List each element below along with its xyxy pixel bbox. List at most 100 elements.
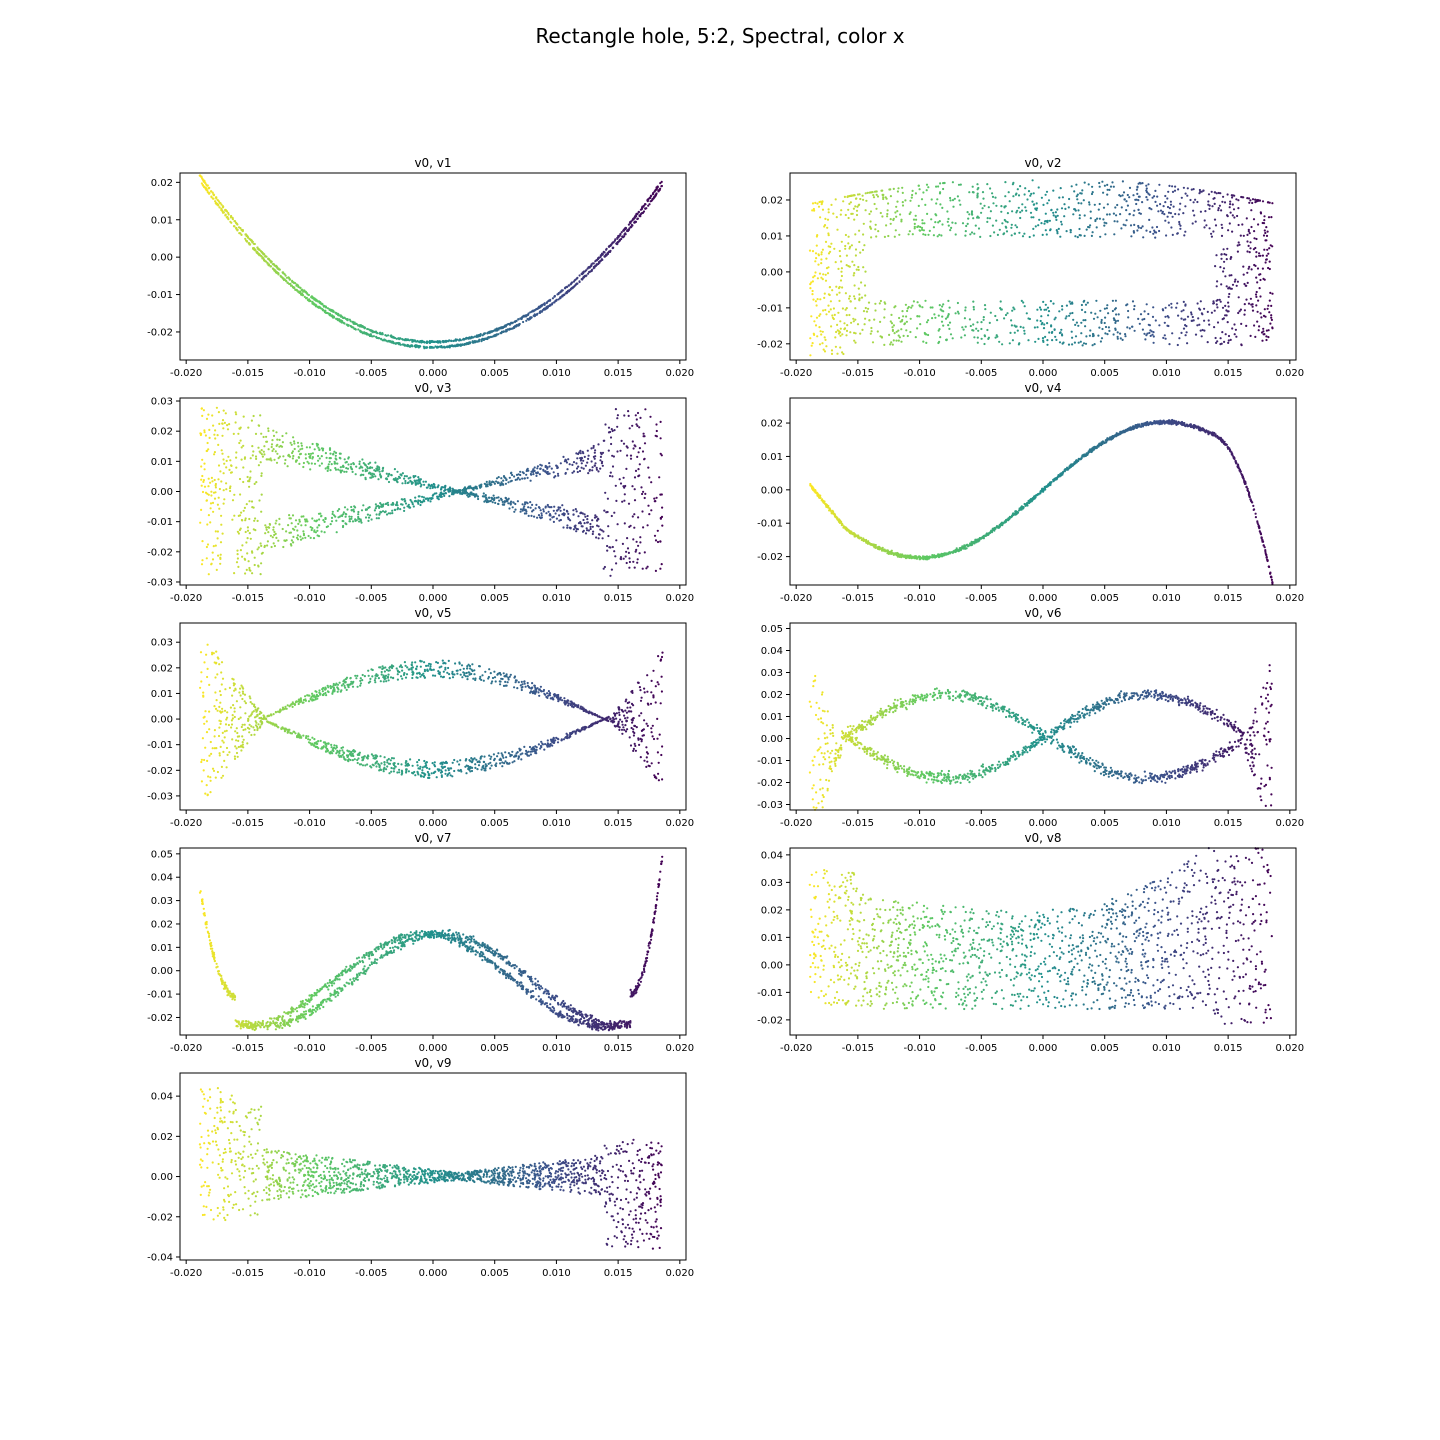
scatter-point (896, 210, 899, 213)
scatter-point (917, 184, 920, 187)
scatter-point (584, 515, 587, 518)
scatter-point (861, 248, 865, 252)
scatter-point (553, 295, 556, 298)
scatter-point (1123, 198, 1126, 201)
scatter-point (482, 338, 485, 341)
scatter-point (1220, 234, 1224, 237)
scatter-point (254, 455, 258, 458)
scatter-point (947, 314, 950, 317)
scatter-point (219, 553, 222, 556)
scatter-point (839, 255, 842, 258)
scatter-point (1225, 309, 1228, 312)
scatter-point (274, 269, 277, 273)
scatter-point (368, 466, 371, 469)
scatter-point (412, 505, 415, 508)
scatter-point (1221, 226, 1224, 229)
scatter-point (1011, 309, 1014, 312)
scatter-point (309, 536, 312, 540)
scatter-point (636, 558, 639, 561)
scatter-point (402, 343, 405, 346)
scatter-point (614, 484, 617, 487)
scatter-point (405, 475, 408, 478)
scatter-point (820, 258, 823, 261)
scatter-point (1236, 280, 1239, 283)
scatter-point (844, 292, 848, 295)
scatter-point (629, 454, 633, 457)
scatter-point (1119, 213, 1122, 216)
scatter-point (260, 544, 263, 548)
scatter-point (434, 486, 437, 489)
scatter-point (282, 545, 285, 549)
scatter-point (511, 506, 514, 509)
scatter-point (908, 212, 911, 216)
scatter-point (1190, 311, 1193, 314)
scatter-point (302, 461, 305, 465)
scatter-point (977, 329, 980, 332)
scatter-point (972, 323, 975, 326)
scatter-point (505, 478, 508, 482)
scatter-point (542, 468, 545, 471)
scatter-point (941, 223, 944, 226)
scatter-point (1088, 334, 1091, 337)
scatter-point (919, 323, 922, 326)
scatter-point (912, 218, 916, 221)
scatter-point (1265, 335, 1268, 338)
scatter-point (1131, 300, 1135, 303)
scatter-point (1259, 273, 1262, 276)
scatter-point (986, 183, 989, 186)
scatter-point (963, 334, 967, 337)
scatter-point (824, 217, 827, 220)
scatter-point (892, 217, 895, 220)
scatter-point (452, 488, 455, 491)
scatter-point (231, 218, 234, 221)
scatter-point (655, 496, 658, 499)
scatter-point (1103, 184, 1106, 187)
scatter-point (320, 302, 323, 305)
scatter-point (1212, 300, 1215, 303)
scatter-point (1147, 323, 1150, 326)
scatter-point (1262, 327, 1265, 330)
scatter-point (893, 332, 896, 335)
scatter-point (1220, 283, 1223, 286)
scatter-point (1075, 321, 1078, 324)
scatter-point (256, 246, 259, 249)
scatter-point (1233, 216, 1236, 219)
scatter-point (360, 521, 363, 524)
scatter-point (1061, 308, 1064, 311)
scatter-point (866, 191, 869, 194)
scatter-point (1226, 321, 1229, 324)
scatter-point (821, 342, 824, 345)
scatter-point (264, 255, 267, 258)
y-tick-label: 0.02 (151, 178, 173, 189)
scatter-point (582, 459, 585, 462)
scatter-point (577, 465, 580, 468)
scatter-point (1227, 301, 1230, 304)
scatter-point (391, 511, 394, 515)
scatter-point (869, 332, 872, 335)
scatter-point (384, 334, 387, 337)
scatter-point (882, 197, 885, 201)
scatter-point (200, 478, 203, 481)
scatter-point (824, 308, 827, 312)
scatter-point (853, 194, 856, 197)
scatter-point (395, 501, 399, 504)
scatter-point (526, 476, 529, 479)
scatter-point (271, 267, 274, 270)
scatter-point (1178, 220, 1181, 224)
scatter-point (1014, 224, 1017, 227)
scatter-point (557, 292, 560, 295)
scatter-point (304, 290, 307, 293)
scatter-point (340, 321, 343, 324)
scatter-point (860, 296, 864, 299)
x-tick-label: 0.015 (604, 368, 633, 379)
scatter-point (641, 211, 645, 214)
scatter-point (536, 465, 540, 468)
scatter-point (863, 244, 866, 247)
scatter-point (1127, 309, 1130, 313)
scatter-point (1084, 311, 1087, 314)
scatter-point (318, 518, 321, 521)
scatter-point (424, 480, 427, 483)
scatter-point (882, 193, 885, 196)
scatter-point (1079, 192, 1082, 195)
scatter-point (274, 450, 277, 453)
